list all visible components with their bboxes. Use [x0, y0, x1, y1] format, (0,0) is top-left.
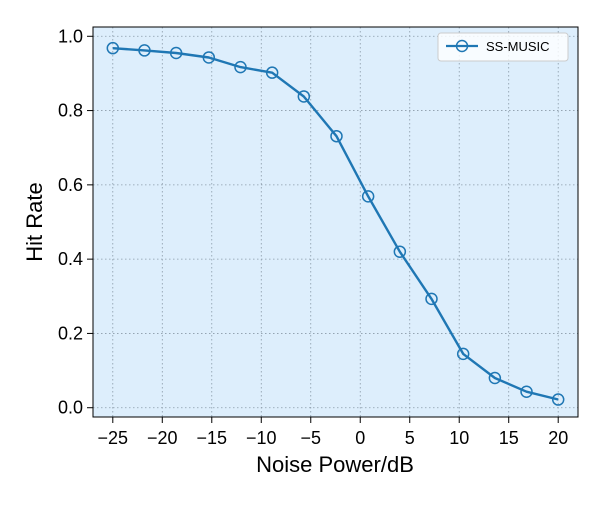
legend-frame [437, 32, 569, 62]
x-tick-label: −20 [147, 428, 178, 448]
data-point-marker [551, 393, 565, 406]
data-point-marker [520, 385, 533, 398]
series-line [112, 47, 559, 401]
data-point-marker [297, 90, 311, 103]
data-point-marker [425, 292, 438, 306]
x-tick-label: 20 [548, 428, 568, 448]
y-tick-label: 1.0 [58, 26, 83, 46]
x-tick-label: 10 [449, 428, 469, 448]
x-axis-ticks: −25 −20 −15 −10 −5 0 5 10 15 20 [98, 417, 568, 448]
y-tick-label: 0.8 [58, 101, 83, 121]
legend: SS-MUSIC [437, 32, 569, 62]
x-axis-label: Noise Power/dB [256, 452, 414, 477]
y-tick-label: 0.6 [58, 175, 83, 195]
data-point-marker [488, 371, 502, 385]
data-point-marker [265, 66, 279, 79]
grid-lines [93, 27, 578, 417]
data-point-marker [393, 245, 407, 258]
y-axis-label: Hit Rate [22, 182, 47, 261]
x-tick-label: −5 [300, 428, 321, 448]
data-point-marker [234, 60, 247, 74]
data-point-marker [106, 41, 120, 55]
data-point-marker [330, 129, 343, 143]
data-point-marker [202, 51, 216, 64]
x-tick-label: 5 [405, 428, 415, 448]
data-point-marker [456, 347, 470, 361]
series-layer [106, 41, 565, 406]
data-point-marker [169, 46, 183, 60]
data-point-marker [361, 190, 375, 203]
x-tick-label: −25 [98, 428, 129, 448]
data-point-marker [138, 44, 151, 57]
legend-marker-swatch [455, 39, 469, 53]
legend-label: SS-MUSIC [486, 39, 550, 54]
y-tick-label: 0.2 [58, 323, 83, 343]
y-axis-ticks: 0.0 0.2 0.4 0.6 0.8 1.0 [58, 26, 93, 418]
plot-frame [92, 26, 579, 418]
plot-area-background [93, 27, 578, 417]
x-tick-label: 0 [355, 428, 365, 448]
y-tick-label: 0.0 [58, 398, 83, 418]
x-tick-label: −10 [246, 428, 277, 448]
x-tick-label: −15 [197, 428, 228, 448]
y-tick-label: 0.4 [58, 249, 83, 269]
x-tick-label: 15 [499, 428, 519, 448]
